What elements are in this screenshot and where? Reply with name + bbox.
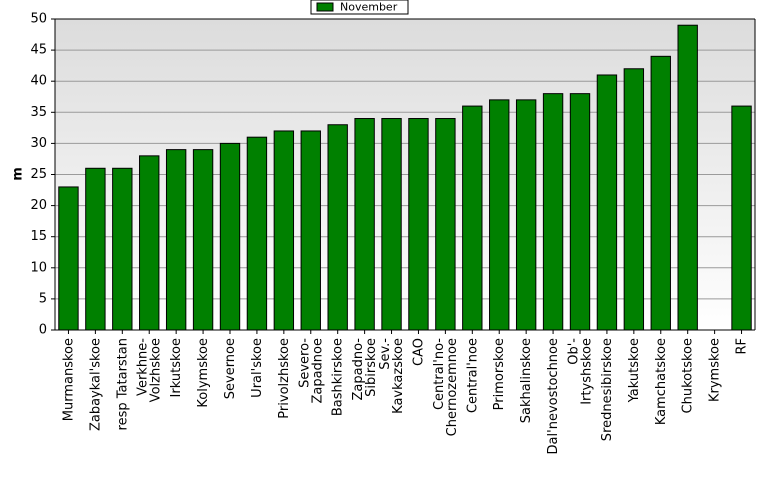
x-tick-label: Krymskoe [707,338,722,402]
x-tick-label: CAO [411,338,426,366]
y-axis-label: m [11,167,26,181]
bar [408,118,429,331]
x-tick-label: Bashkirskoe [330,338,345,416]
bar [462,105,483,331]
x-tick-label: Verkhne-Volzhskoe [135,338,163,403]
x-tick-label: Severnoe [223,338,238,399]
y-tick-label: 5 [39,291,47,306]
x-tick-label: RF [734,338,749,355]
bar [85,167,106,331]
x-tick-label: Murmanskoe [61,338,76,421]
legend-swatch [316,2,334,12]
bar [677,24,698,331]
x-tick-label: Zapadno-Sibirskoe [351,338,379,401]
y-tick-label: 25 [30,167,47,182]
x-tick-label: Kolymskoe [196,338,211,408]
x-tick-label: Dal'nevostochnoe [546,338,561,454]
x-tick-label: Sev.-Kavkazskoe [378,338,406,414]
y-tick-label: 15 [30,229,47,244]
y-tick-label: 10 [30,260,47,275]
bar [435,118,456,331]
bar [246,136,268,331]
bar [515,99,537,331]
x-tick-label: Irkutskoe [169,338,184,397]
x-tick-label: Central'no-Chernozemnoe [431,338,459,437]
x-tick-label: resp Tatarstan [115,338,130,430]
bar [623,68,645,331]
bar [354,118,375,331]
x-tick-label: Chukotskoe [680,338,695,413]
x-tick-label: Privolzhskoe [276,338,291,419]
bar [327,124,348,331]
y-tick-label: 30 [30,136,47,151]
x-tick-label: Yakutskoe [626,338,641,403]
x-tick-label: Ob'-Irtyshskoe [566,338,594,405]
bar [58,186,79,331]
legend-label: November [340,1,398,14]
bar [273,130,295,331]
legend: November [310,0,409,15]
x-tick-label: Ural'skoe [249,338,264,398]
bar [731,105,752,331]
bar [139,155,160,331]
bar [300,130,321,331]
x-tick-label: Kamchatskoe [653,338,668,425]
bar [165,149,187,331]
x-tick-label: Primorskoe [492,338,507,410]
y-tick-label: 20 [30,198,47,213]
x-tick-label: Severo-Zapadnoe [297,338,325,404]
bar [569,93,591,331]
bar [112,167,133,331]
y-tick-label: 50 [30,12,47,27]
x-tick-label: Central'noe [465,338,480,413]
y-tick-label: 0 [39,323,47,338]
bar [542,93,564,331]
y-tick-label: 40 [30,74,47,89]
bar [219,142,241,331]
x-tick-label: Srednesibirskoe [599,338,614,441]
x-tick-label: Zabaykal'skoe [88,338,103,431]
x-tick-label: Sakhalinskoe [519,338,534,423]
bar [596,74,618,331]
y-tick-label: 45 [30,43,47,58]
bar [381,118,402,331]
bar [650,55,671,331]
y-tick-label: 35 [30,105,47,120]
bar [489,99,510,331]
bar [192,149,214,331]
legend-box [310,0,409,15]
